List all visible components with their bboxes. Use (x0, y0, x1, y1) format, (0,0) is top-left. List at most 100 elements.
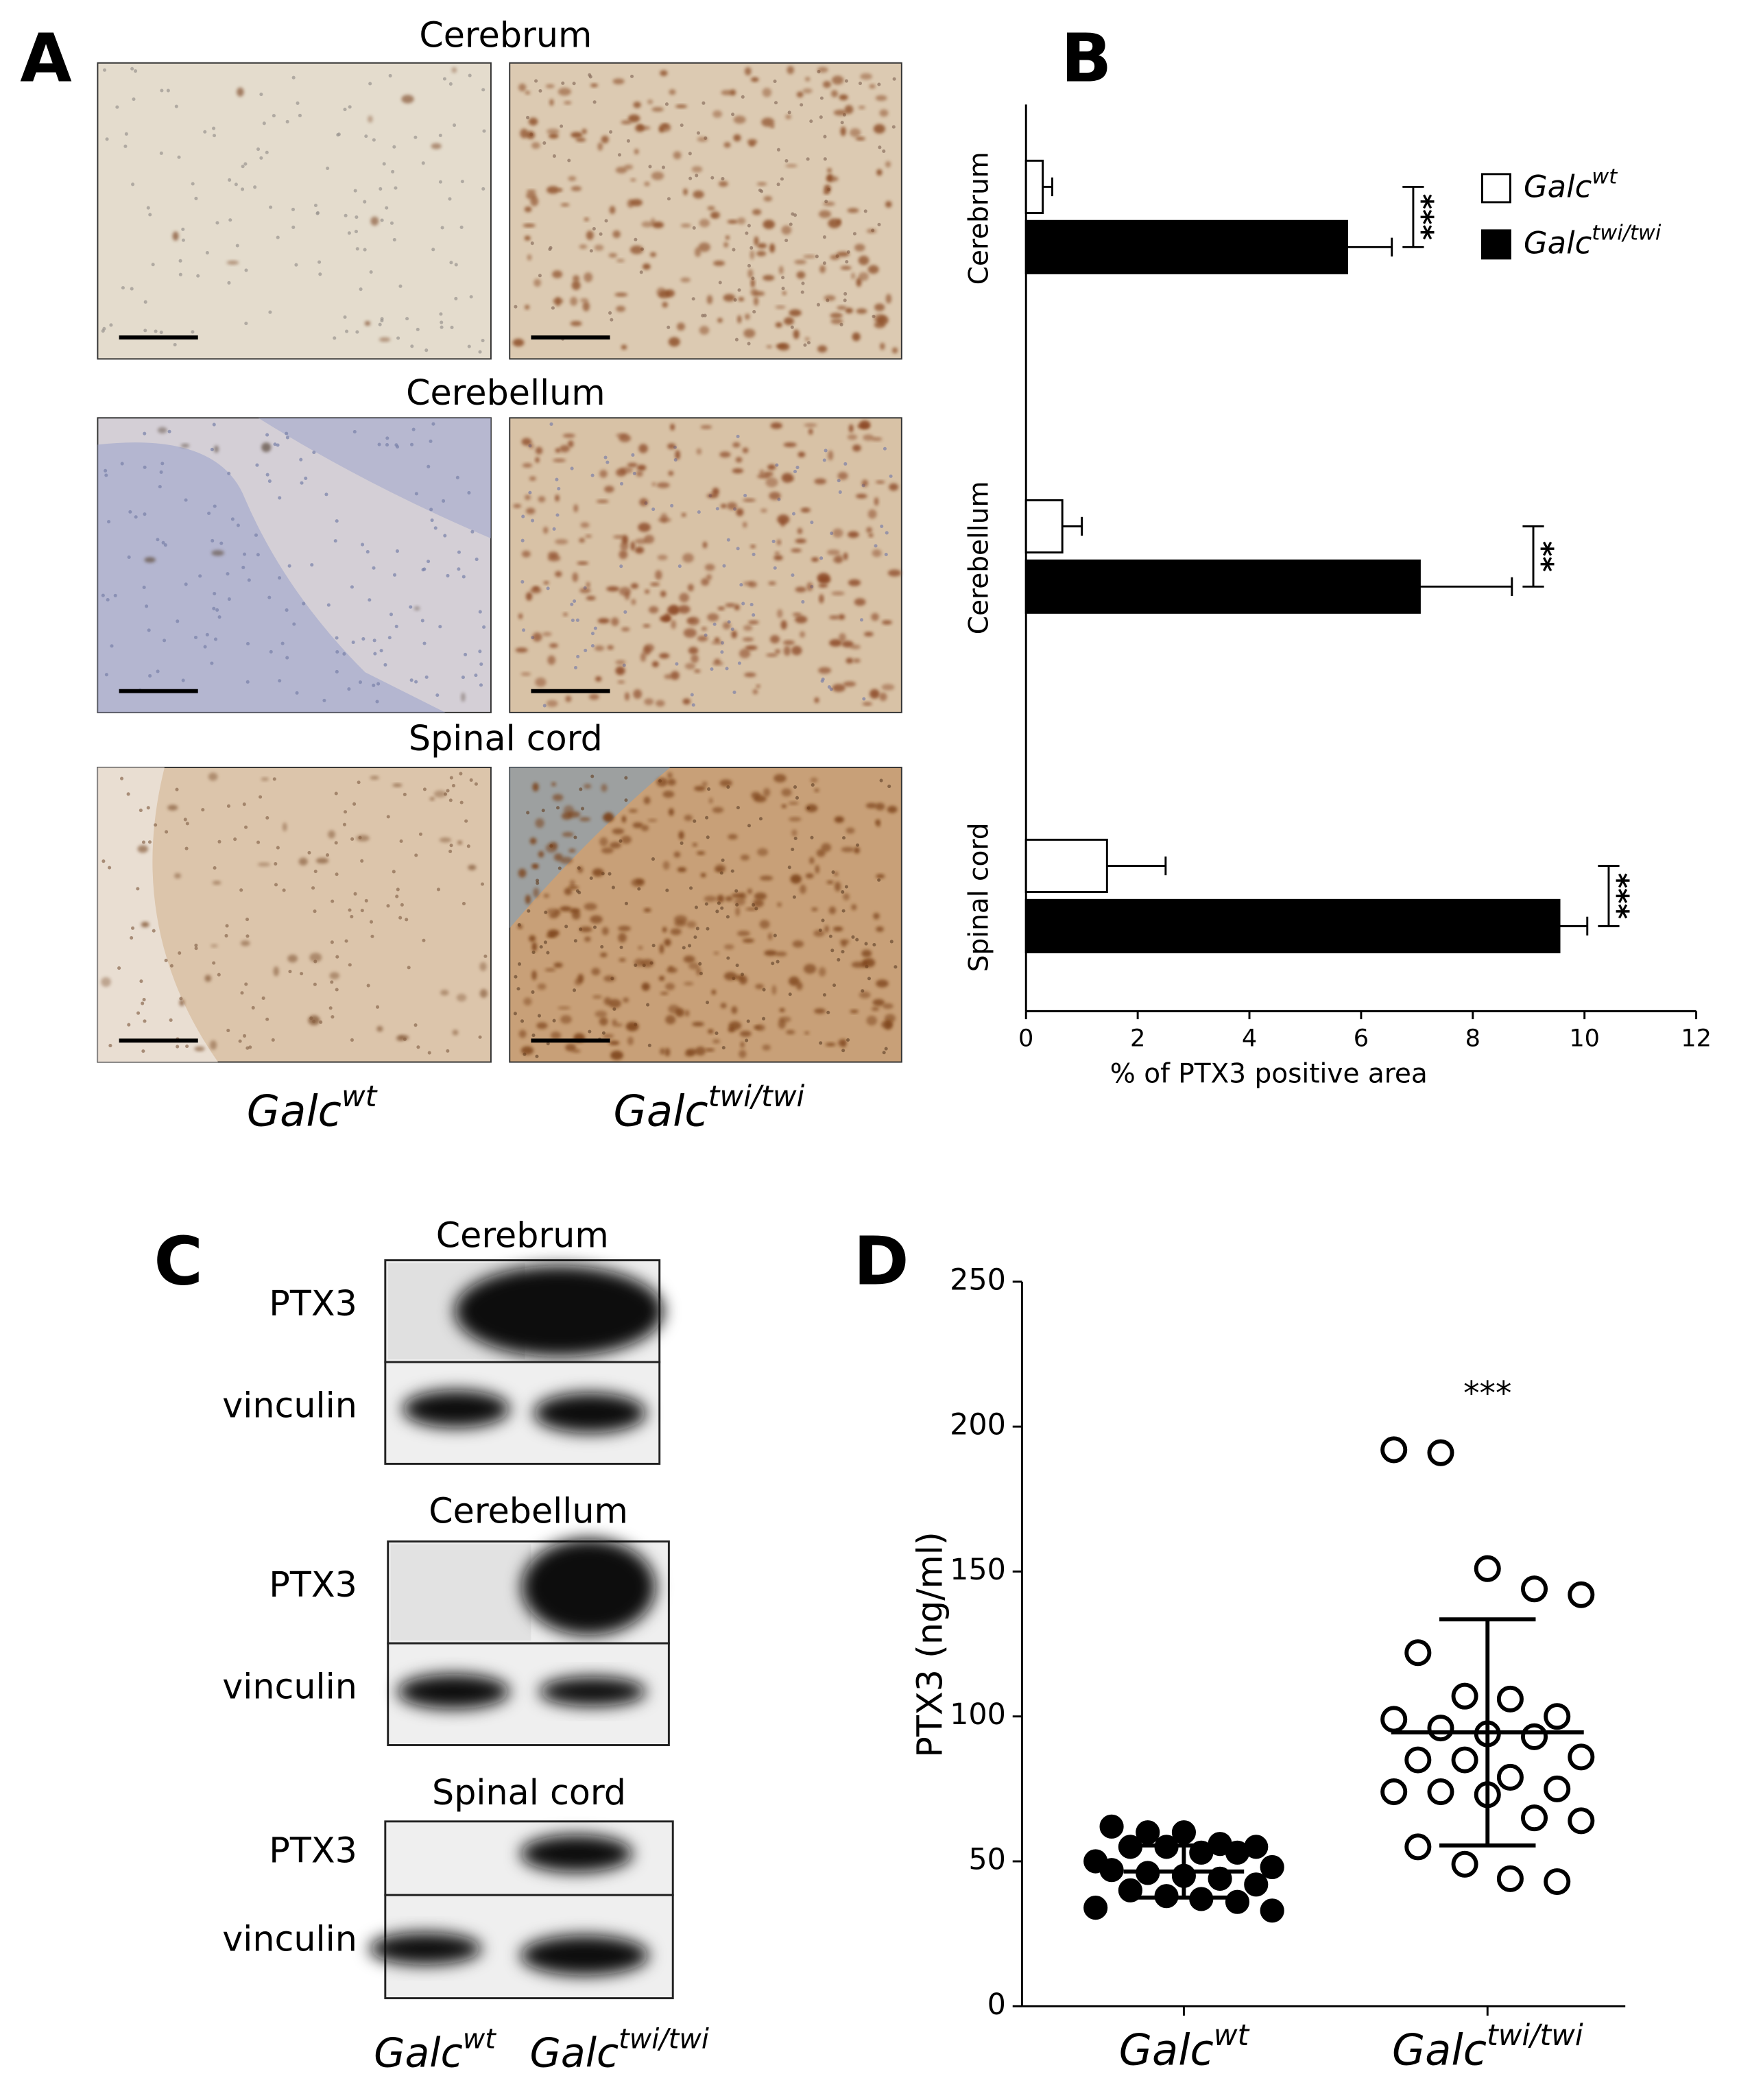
stain-spot (808, 428, 813, 435)
blot-background (390, 1544, 531, 1641)
stain-spot (553, 458, 566, 462)
nucleus (571, 618, 575, 623)
stain-spot (744, 672, 756, 678)
nucleus (272, 777, 276, 781)
nucleus (418, 832, 422, 836)
nucleus (355, 215, 359, 219)
stain-spot (644, 698, 654, 706)
stain-spot (854, 598, 866, 606)
nucleus (379, 649, 383, 653)
nucleus (784, 239, 789, 243)
nucleus (380, 218, 384, 222)
stain-spot (595, 645, 605, 652)
stain-spot (664, 983, 675, 990)
nucleus (863, 209, 867, 213)
stain-spot (800, 631, 805, 638)
nucleus (363, 200, 367, 204)
nucleus (160, 88, 164, 93)
nucleus (454, 263, 458, 267)
stain-spot (792, 940, 804, 948)
nucleus (174, 104, 178, 108)
stain-spot (850, 128, 861, 137)
significance-bracket (1598, 865, 1620, 927)
nucleus (590, 473, 595, 477)
stain-spot (542, 632, 552, 636)
stain-spot (571, 281, 581, 291)
stain-spot (745, 645, 758, 650)
stain-spot (582, 301, 590, 311)
nucleus (413, 135, 418, 139)
stain-spot (518, 613, 523, 619)
stain-spot (684, 815, 693, 822)
data-point (1496, 1685, 1524, 1713)
nucleus (377, 442, 381, 446)
data-point (1568, 1743, 1595, 1771)
nucleus (747, 263, 752, 267)
stain-spot (518, 1029, 527, 1038)
nucleus (131, 926, 135, 930)
nucleus (864, 942, 868, 946)
nucleus (436, 887, 440, 892)
data-point (1427, 1778, 1454, 1806)
stain-spot (872, 549, 882, 558)
nucleus (331, 899, 335, 903)
nucleus (326, 166, 330, 170)
nucleus (335, 636, 339, 640)
stain-spot (757, 474, 771, 479)
stain-spot (723, 944, 734, 950)
stain-spot (777, 902, 782, 907)
nucleus (131, 182, 135, 187)
nucleus (102, 326, 106, 331)
stain-spot (776, 539, 781, 545)
nucleus (104, 468, 108, 473)
nucleus (394, 186, 398, 190)
nucleus (439, 312, 443, 316)
stain-spot (750, 278, 755, 288)
nucleus (273, 442, 277, 446)
nucleus (557, 487, 561, 491)
nucleus (148, 673, 152, 678)
stain-spot (737, 217, 746, 225)
nucleus (334, 841, 338, 845)
nucleus (431, 422, 435, 426)
label-base: Galc (1524, 168, 1592, 204)
nucleus (382, 162, 386, 166)
nucleus (475, 558, 479, 562)
stain-spot (852, 332, 861, 342)
nucleus (193, 635, 198, 640)
nucleus (604, 219, 608, 223)
nucleus (142, 585, 146, 589)
nucleus (448, 197, 452, 201)
nucleus (747, 824, 752, 828)
stain-spot (607, 645, 614, 650)
stain-spot (584, 903, 597, 911)
stain-spot (683, 628, 697, 638)
nucleus (534, 79, 538, 83)
stain-spot (535, 446, 543, 455)
genotype-label: Galcwt (374, 2023, 496, 2077)
nucleus (217, 973, 221, 977)
nucleus (514, 975, 518, 979)
stain-spot (632, 822, 643, 828)
stain-spot (732, 468, 744, 474)
nucleus (422, 641, 427, 645)
stain-spot (370, 776, 379, 780)
nucleus (143, 300, 147, 304)
stain-spot (565, 1043, 577, 1052)
micrograph-texture (509, 767, 898, 1060)
nucleus (128, 510, 132, 514)
stain-spot (775, 322, 782, 328)
legend-label: Galctwi/twi (1524, 221, 1662, 261)
stain-spot (570, 296, 578, 306)
stain-spot (614, 292, 628, 297)
legend-label: Galcwt (1524, 165, 1618, 205)
stain-spot (818, 210, 832, 218)
nucleus (348, 963, 352, 967)
nucleus (101, 593, 105, 597)
stain-spot (735, 457, 743, 463)
stain-spot (535, 818, 544, 828)
nucleus (350, 585, 354, 589)
stain-spot (734, 604, 740, 610)
nucleus (573, 599, 577, 604)
stain-spot (518, 868, 527, 878)
